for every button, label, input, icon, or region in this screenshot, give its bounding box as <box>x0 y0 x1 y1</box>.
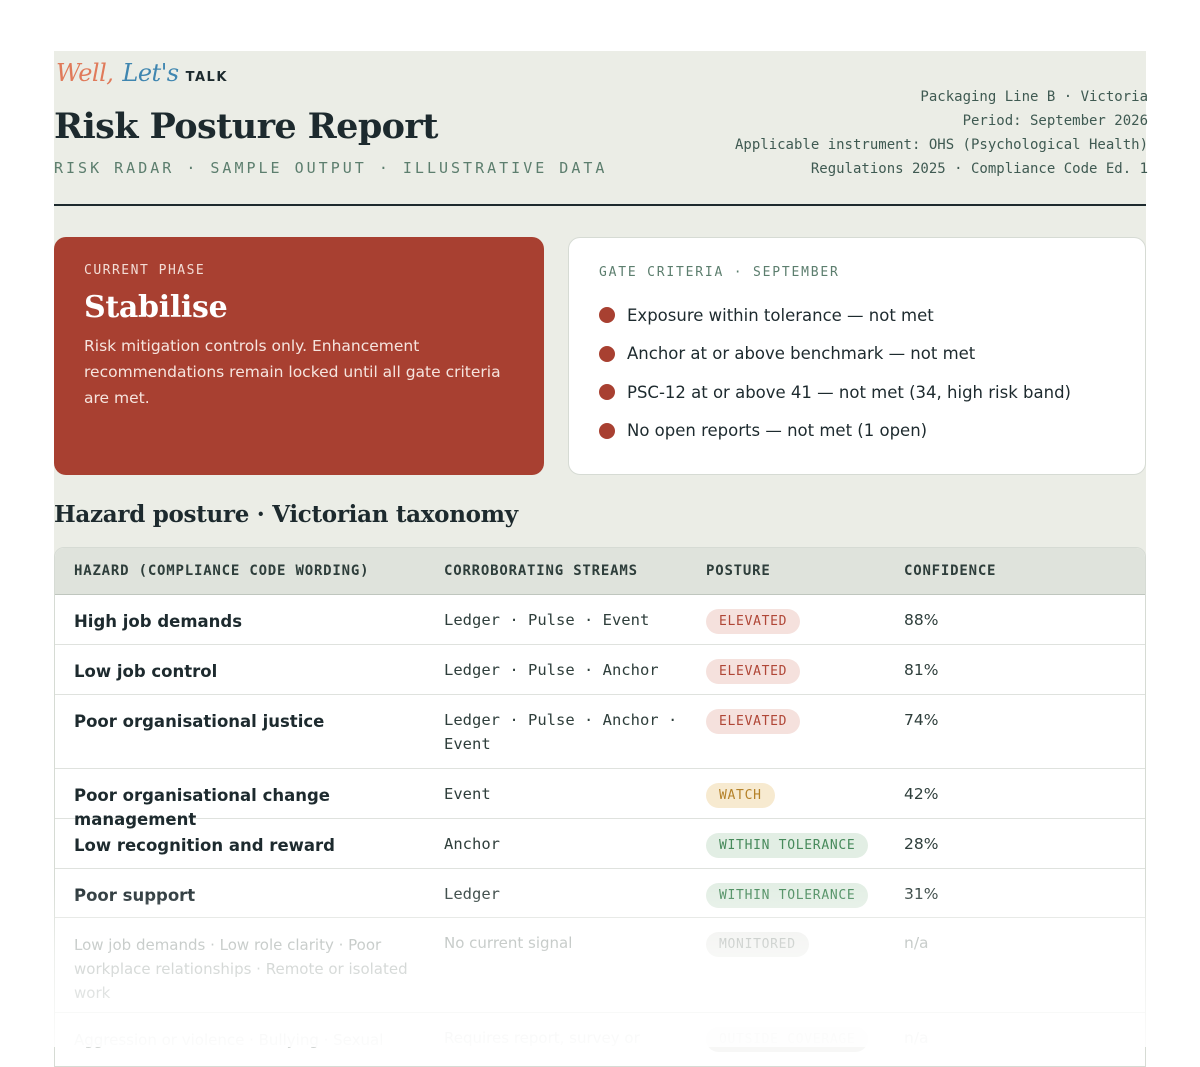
table-row: Aggression or violence · Bullying · Sexu… <box>55 1013 1145 1066</box>
posture-cell: MONITORED <box>706 932 809 957</box>
confidence-cell: n/a <box>904 934 929 952</box>
table-row: High job demands Ledger · Pulse · Event … <box>55 595 1145 645</box>
column-header-posture: POSTURE <box>706 563 771 579</box>
report-title: Risk Posture Report <box>54 106 438 147</box>
hazard-table: HAZARD (COMPLIANCE CODE WORDING) CORROBO… <box>54 547 1146 1067</box>
gate-criterion-label: PSC-12 at or above 41 — not met (34, hig… <box>627 382 1071 402</box>
meta-instrument: Applicable instrument: OHS (Psychologica… <box>734 137 1148 153</box>
status-dot-icon <box>599 384 615 401</box>
confidence-cell: 81% <box>904 661 939 679</box>
report-meta: Packaging Line B · Victoria Period: Sept… <box>735 85 1148 181</box>
table-row: Low job control Ledger · Pulse · Anchor … <box>55 645 1145 695</box>
meta-period: Period: September 2026 <box>962 113 1148 129</box>
status-dot-icon <box>599 307 615 324</box>
gate-criteria-list: Exposure within tolerance — not met Anch… <box>599 296 1115 450</box>
streams-cell: Requires report, survey or <box>444 1029 640 1047</box>
column-header-hazard: HAZARD (COMPLIANCE CODE WORDING) <box>74 563 370 579</box>
phase-name: Stabilise <box>84 290 228 325</box>
table-row: Poor organisational change management Ev… <box>55 769 1145 829</box>
posture-cell: WITHIN TOLERANCE <box>706 883 869 908</box>
column-header-streams: CORROBORATING STREAMS <box>444 563 638 579</box>
gate-criterion-label: No open reports — not met (1 open) <box>627 421 928 441</box>
posture-cell: ELEVATED <box>706 709 801 734</box>
gate-criterion: No open reports — not met (1 open) <box>599 412 1115 451</box>
posture-badge: ELEVATED <box>706 709 801 734</box>
brand-word-well: Well, <box>56 59 114 87</box>
status-dot-icon <box>599 422 615 439</box>
table-header: HAZARD (COMPLIANCE CODE WORDING) CORROBO… <box>55 548 1145 595</box>
confidence-cell: 74% <box>904 711 939 729</box>
posture-badge: ELEVATED <box>706 609 801 634</box>
gate-criterion: PSC-12 at or above 41 — not met (34, hig… <box>599 373 1115 412</box>
streams-cell: Ledger · Pulse · Anchor <box>444 661 659 679</box>
streams-cell: Anchor <box>444 835 500 853</box>
confidence-cell: 42% <box>904 785 939 803</box>
meta-site: Packaging Line B · Victoria <box>920 89 1148 105</box>
phase-kicker: CURRENT PHASE <box>84 263 206 278</box>
posture-cell: WATCH <box>706 783 775 808</box>
hazard-cell: Poor organisational change management <box>74 786 330 829</box>
posture-badge: WITHIN TOLERANCE <box>706 883 869 908</box>
gate-criterion: Anchor at or above benchmark — not met <box>599 335 1115 374</box>
posture-cell: ELEVATED <box>706 609 801 634</box>
table-row: Poor support Ledger WITHIN TOLERANCE 31% <box>55 869 1145 918</box>
streams-cell: No current signal <box>444 934 573 952</box>
posture-badge: MONITORED <box>706 932 809 957</box>
hazard-cell: Low job control <box>74 662 218 681</box>
posture-badge: OUTSIDE COVERAGE <box>706 1027 869 1052</box>
gate-criteria-card: GATE CRITERIA · SEPTEMBER Exposure withi… <box>568 237 1146 475</box>
posture-badge: WATCH <box>706 783 775 808</box>
confidence-cell: 31% <box>904 885 939 903</box>
posture-cell: WITHIN TOLERANCE <box>706 833 869 858</box>
brand-logo: Well, Let's TALK <box>56 59 228 89</box>
hazard-cell: Poor support <box>74 886 196 905</box>
gate-criterion-label: Anchor at or above benchmark — not met <box>627 344 976 364</box>
streams-cell: Ledger <box>444 885 500 903</box>
gate-kicker: GATE CRITERIA · SEPTEMBER <box>599 265 840 280</box>
confidence-cell: 88% <box>904 611 939 629</box>
report-subtitle: RISK RADAR · SAMPLE OUTPUT · ILLUSTRATIV… <box>54 159 608 177</box>
gate-criterion: Exposure within tolerance — not met <box>599 296 1115 335</box>
status-dot-icon <box>599 345 615 362</box>
gate-criterion-label: Exposure within tolerance — not met <box>627 305 934 325</box>
phase-description: Risk mitigation controls only. Enhanceme… <box>84 337 501 407</box>
streams-cell: Ledger · Pulse · Event <box>444 611 650 629</box>
hazard-cell: Poor organisational justice <box>74 712 325 731</box>
confidence-cell: n/a <box>904 1029 929 1047</box>
brand-word-lets: Let's <box>122 59 179 87</box>
hazard-cell: High job demands <box>74 612 243 631</box>
table-row: Low job demands · Low role clarity · Poo… <box>55 918 1145 1013</box>
posture-cell: OUTSIDE COVERAGE <box>706 1027 869 1052</box>
streams-cell: Event <box>444 785 491 803</box>
meta-regulations: Regulations 2025 · Compliance Code Ed. 1 <box>810 161 1148 177</box>
hazard-cell: Aggression or violence · Bullying · Sexu… <box>74 1031 384 1049</box>
streams-cell: Ledger · Pulse · Anchor · Event <box>444 711 678 753</box>
header-divider <box>54 204 1146 206</box>
table-row: Low recognition and reward Anchor WITHIN… <box>55 819 1145 869</box>
posture-badge: ELEVATED <box>706 659 801 684</box>
hazard-section-title: Hazard posture · Victorian taxonomy <box>54 501 518 528</box>
column-header-confidence: CONFIDENCE <box>904 563 997 579</box>
confidence-cell: 28% <box>904 835 939 853</box>
posture-cell: ELEVATED <box>706 659 801 684</box>
posture-badge: WITHIN TOLERANCE <box>706 833 869 858</box>
report-page: Well, Let's TALK Risk Posture Report RIS… <box>54 51 1148 1067</box>
table-row: Poor organisational justice Ledger · Pul… <box>55 695 1145 769</box>
brand-word-talk: TALK <box>185 70 228 85</box>
current-phase-card: CURRENT PHASE Stabilise Risk mitigation … <box>54 237 544 475</box>
hazard-cell: Low job demands · Low role clarity · Poo… <box>74 936 408 1002</box>
hazard-cell: Low recognition and reward <box>74 836 335 855</box>
